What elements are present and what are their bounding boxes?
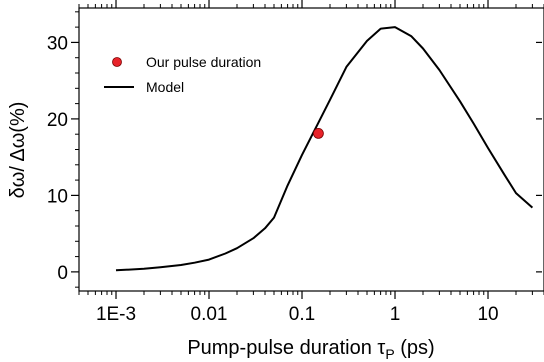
series-line-model (115, 26, 534, 272)
x-tick-label: 0.1 (289, 304, 315, 325)
y-tick-label: 20 (47, 110, 68, 131)
plot-frame (78, 7, 544, 292)
legend-label-our-pulse-duration: Our pulse duration (146, 54, 261, 70)
x-tick-label: 1E-3 (96, 304, 136, 325)
x-tick-label: 1 (390, 304, 401, 325)
legend-marker-our-pulse-duration (112, 57, 122, 67)
major-ticks (71, 0, 542, 299)
x-tick-label: 10 (477, 304, 498, 325)
y-tick-label: 0 (57, 263, 68, 284)
x-axis-title: Pump-pulse duration τP (ps) (187, 337, 434, 362)
y-axis-title: δω/ Δω(%) (7, 102, 29, 199)
y-tick-label: 10 (47, 186, 68, 207)
y-tick-labels: 0 10 20 30 (47, 33, 68, 283)
series-point-our-pulse-duration (312, 127, 324, 139)
x-tick-label: 0.01 (191, 304, 228, 325)
x-tick-labels: 1E-3 0.01 0.1 1 10 (96, 304, 499, 325)
minor-ticks (75, 4, 544, 295)
legend-label-model: Model (146, 79, 184, 95)
legend: Our pulse duration Model (104, 54, 261, 95)
y-tick-label: 30 (47, 33, 68, 54)
